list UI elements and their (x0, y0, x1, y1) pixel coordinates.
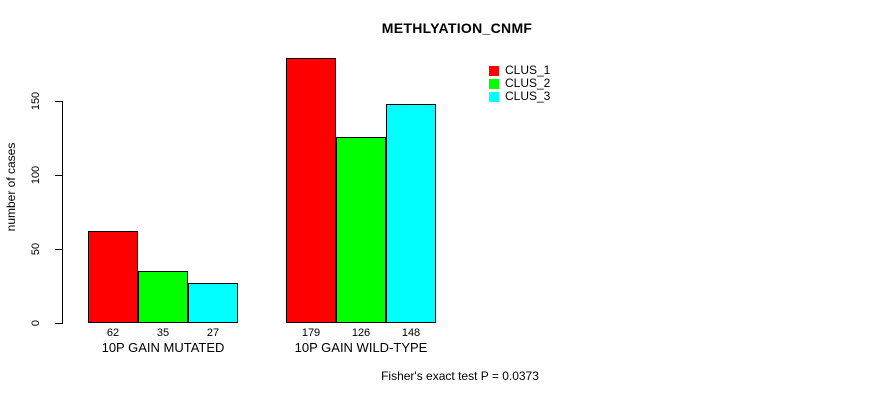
legend-item-clus-1: CLUS_1 (489, 64, 550, 77)
y-axis-line (62, 101, 63, 324)
bar-clus-1-10p-gain-mutated (88, 231, 138, 323)
bar-clus-2-10p-gain-wild-type (336, 137, 386, 323)
bar-value-clus-1-10p-gain-mutated: 62 (106, 327, 120, 339)
bar-clus-3-10p-gain-wild-type (386, 104, 436, 323)
y-axis-tick (55, 249, 62, 250)
y-tick-label-150: 150 (30, 91, 42, 111)
legend-swatch-clus-3 (489, 91, 499, 102)
chart-title: METHLYATION_CNMF (381, 20, 533, 36)
y-axis-tick (55, 175, 62, 176)
fisher-test-annotation: Fisher's exact test P = 0.0373 (381, 369, 539, 383)
legend: CLUS_1 CLUS_2 CLUS_3 (489, 64, 550, 103)
legend-label-clus-1: CLUS_1 (505, 63, 551, 77)
legend-swatch-clus-2 (489, 78, 499, 89)
y-tick-label-0: 0 (30, 319, 42, 327)
y-axis-tick (55, 101, 62, 102)
legend-label-clus-3: CLUS_3 (505, 89, 551, 103)
legend-item-clus-3: CLUS_3 (489, 90, 550, 103)
legend-label-clus-2: CLUS_2 (505, 76, 551, 90)
bar-value-clus-2-10p-gain-wild-type: 126 (351, 327, 371, 339)
x-category-label-10p-gain-wild-type: 10P GAIN WILD-TYPE (294, 340, 428, 355)
bar-value-clus-3-10p-gain-mutated: 27 (206, 327, 220, 339)
bar-value-clus-3-10p-gain-wild-type: 148 (401, 327, 421, 339)
bar-value-clus-1-10p-gain-wild-type: 179 (301, 327, 321, 339)
y-axis-label: number of cases (4, 142, 18, 232)
legend-swatch-clus-1 (489, 65, 499, 76)
y-tick-label-50: 50 (30, 242, 42, 256)
bar-clus-2-10p-gain-mutated (138, 271, 188, 323)
y-tick-label-100: 100 (30, 165, 42, 185)
bar-clus-1-10p-gain-wild-type (286, 58, 336, 323)
x-category-label-10p-gain-mutated: 10P GAIN MUTATED (101, 340, 225, 355)
bar-value-clus-2-10p-gain-mutated: 35 (156, 327, 170, 339)
bar-clus-3-10p-gain-mutated (188, 283, 238, 323)
legend-item-clus-2: CLUS_2 (489, 77, 550, 90)
y-axis-tick (55, 323, 62, 324)
